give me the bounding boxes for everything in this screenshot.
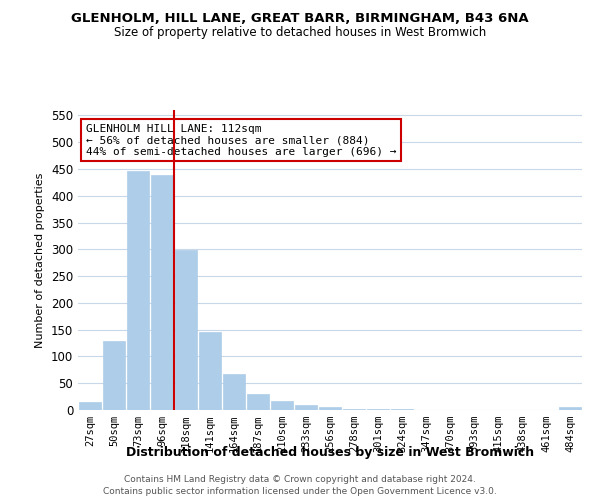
Bar bbox=[223, 374, 245, 410]
Bar bbox=[199, 332, 221, 410]
Bar bbox=[559, 408, 581, 410]
Text: GLENHOLM, HILL LANE, GREAT BARR, BIRMINGHAM, B43 6NA: GLENHOLM, HILL LANE, GREAT BARR, BIRMING… bbox=[71, 12, 529, 26]
Text: Contains HM Land Registry data © Crown copyright and database right 2024.: Contains HM Land Registry data © Crown c… bbox=[124, 476, 476, 484]
Text: GLENHOLM HILL LANE: 112sqm
← 56% of detached houses are smaller (884)
44% of sem: GLENHOLM HILL LANE: 112sqm ← 56% of deta… bbox=[86, 124, 396, 156]
Text: Distribution of detached houses by size in West Bromwich: Distribution of detached houses by size … bbox=[126, 446, 534, 459]
Bar bbox=[247, 394, 269, 410]
Bar bbox=[343, 409, 365, 410]
Bar bbox=[103, 342, 125, 410]
Bar bbox=[79, 402, 101, 410]
Bar bbox=[175, 250, 197, 410]
Bar bbox=[295, 405, 317, 410]
Bar bbox=[151, 176, 173, 410]
Y-axis label: Number of detached properties: Number of detached properties bbox=[35, 172, 46, 348]
Text: Contains public sector information licensed under the Open Government Licence v3: Contains public sector information licen… bbox=[103, 486, 497, 496]
Bar bbox=[271, 402, 293, 410]
Bar bbox=[127, 170, 149, 410]
Bar bbox=[319, 408, 341, 410]
Text: Size of property relative to detached houses in West Bromwich: Size of property relative to detached ho… bbox=[114, 26, 486, 39]
